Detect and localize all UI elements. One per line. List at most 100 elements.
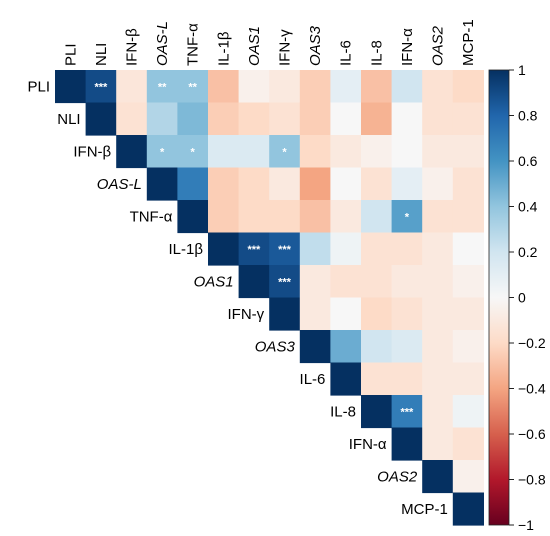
heatmap-cell [177,70,209,104]
significance-star: *** [400,406,414,418]
heatmap-cell [391,362,423,396]
colorbar-tick-label: −0.8 [518,472,546,488]
heatmap-cell [269,70,301,104]
column-label: OAS2 [430,25,447,66]
row-label: IFN-β [73,143,111,160]
heatmap-cell [269,297,301,331]
heatmap-cell [299,135,331,169]
column-label: NLI [93,43,110,66]
heatmap-cell [452,362,484,396]
heatmap-cell [208,135,240,169]
heatmap-cell [146,167,178,201]
heatmap-cell [422,395,454,429]
significance-star: * [405,211,410,223]
colorbar-tick-label: −0.4 [518,381,546,397]
heatmap-cell [361,200,393,234]
heatmap-cell [85,102,117,136]
column-label: IL-1β [215,31,232,66]
significance-star: ** [158,81,167,93]
heatmap-cell [452,297,484,331]
row-label: IFN-α [349,436,387,453]
heatmap-cell [299,70,331,104]
colorbar-tick-label: 0.4 [518,199,538,215]
heatmap-cell [452,200,484,234]
heatmap-cells [55,70,484,526]
column-label: OAS1 [246,26,263,66]
heatmap-cell [361,297,393,331]
heatmap-cell [238,70,270,104]
significance-star: ** [188,81,197,93]
heatmap-cell [422,297,454,331]
heatmap-cell [330,167,362,201]
heatmap-cell [452,460,484,494]
heatmap-cell [299,200,331,234]
heatmap-cell [177,167,209,201]
column-label: IFN-β [124,28,141,66]
colorbar-tick-label: −0.6 [518,426,546,442]
heatmap-cell [422,135,454,169]
row-label: IL-8 [330,403,356,420]
heatmap-cell [116,70,148,104]
row-label: IL-1β [169,241,204,258]
heatmap-cell [452,232,484,266]
heatmap-cell [452,395,484,429]
heatmap-cell [116,135,148,169]
heatmap-cell [299,167,331,201]
heatmap-cell [238,265,270,299]
heatmap-cell [391,395,423,429]
significance-markers: *** ** *** * ***** ********* [94,81,414,418]
colorbar-tick-label: 0.8 [518,108,538,124]
colorbar-ticks: 1 0.8 0.6 0.4 0.2 0 −0.2 −0.4 −0.6 −0.8 −1 [509,62,546,533]
row-label: OAS3 [255,338,296,355]
heatmap-cell [208,167,240,201]
heatmap-cell [361,102,393,136]
heatmap-cell [299,102,331,136]
heatmap-cell [177,200,209,234]
heatmap-cell [269,200,301,234]
heatmap-cell [330,362,362,396]
heatmap-cell [452,265,484,299]
heatmap-cell [391,297,423,331]
column-label: IL-8 [368,40,385,66]
column-label: IL-6 [338,40,355,66]
heatmap-cell [422,167,454,201]
heatmap-cell [299,232,331,266]
row-label: IL-6 [300,371,326,388]
column-label: TNF-α [185,23,202,66]
heatmap-cell [361,232,393,266]
heatmap-cell [422,265,454,299]
heatmap-cell [269,167,301,201]
significance-star: *** [247,244,261,256]
row-label: PLI [27,78,50,95]
row-label: NLI [57,111,80,128]
heatmap-cell [422,427,454,461]
heatmap-cell [391,102,423,136]
heatmap-cell [391,232,423,266]
significance-star: *** [278,244,292,256]
heatmap-cell [238,200,270,234]
heatmap-cell [330,102,362,136]
colorbar-gradient [488,69,510,526]
significance-star: *** [278,276,292,288]
row-label: MCP-1 [401,501,448,518]
column-label: IFN-α [399,28,416,66]
significance-star: * [160,146,165,158]
heatmap-cell [299,330,331,364]
heatmap-cell [330,297,362,331]
row-labels: PLINLIIFN-βOAS-LTNF-αIL-1βOAS1IFN-γOAS3I… [27,78,447,518]
significance-star: * [191,146,196,158]
heatmap-cell [452,330,484,364]
heatmap-cell [391,167,423,201]
heatmap-cell [269,232,301,266]
heatmap-cell [330,330,362,364]
heatmap-cell [177,135,209,169]
row-label: OAS1 [194,273,234,290]
heatmap-cell [391,330,423,364]
colorbar-tick-label: 0.6 [518,153,538,169]
heatmap-cell [85,70,117,104]
heatmap-cell [361,265,393,299]
row-label: OAS2 [377,468,418,485]
heatmap-cell [452,167,484,201]
heatmap-cell [238,102,270,136]
heatmap-cell [391,135,423,169]
